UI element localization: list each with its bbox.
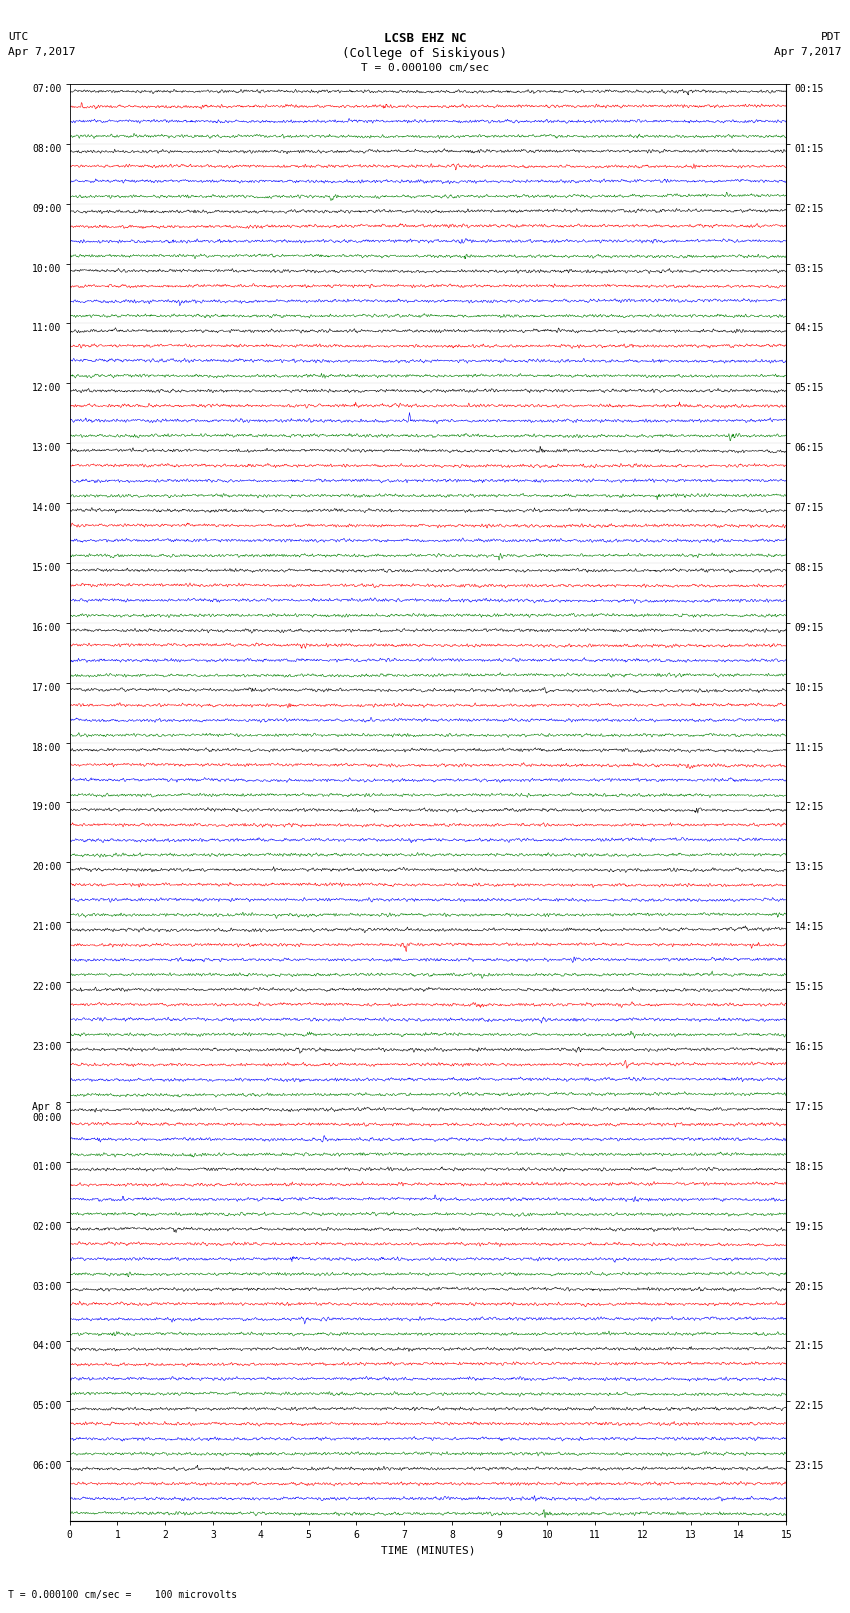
- Text: PDT: PDT: [821, 32, 842, 42]
- Text: Apr 7,2017: Apr 7,2017: [774, 47, 842, 56]
- X-axis label: TIME (MINUTES): TIME (MINUTES): [381, 1545, 475, 1555]
- Text: T = 0.000100 cm/sec: T = 0.000100 cm/sec: [361, 63, 489, 73]
- Text: T = 0.000100 cm/sec =    100 microvolts: T = 0.000100 cm/sec = 100 microvolts: [8, 1590, 238, 1600]
- Text: Apr 7,2017: Apr 7,2017: [8, 47, 76, 56]
- Text: UTC: UTC: [8, 32, 29, 42]
- Text: LCSB EHZ NC: LCSB EHZ NC: [383, 32, 467, 45]
- Text: (College of Siskiyous): (College of Siskiyous): [343, 47, 507, 60]
